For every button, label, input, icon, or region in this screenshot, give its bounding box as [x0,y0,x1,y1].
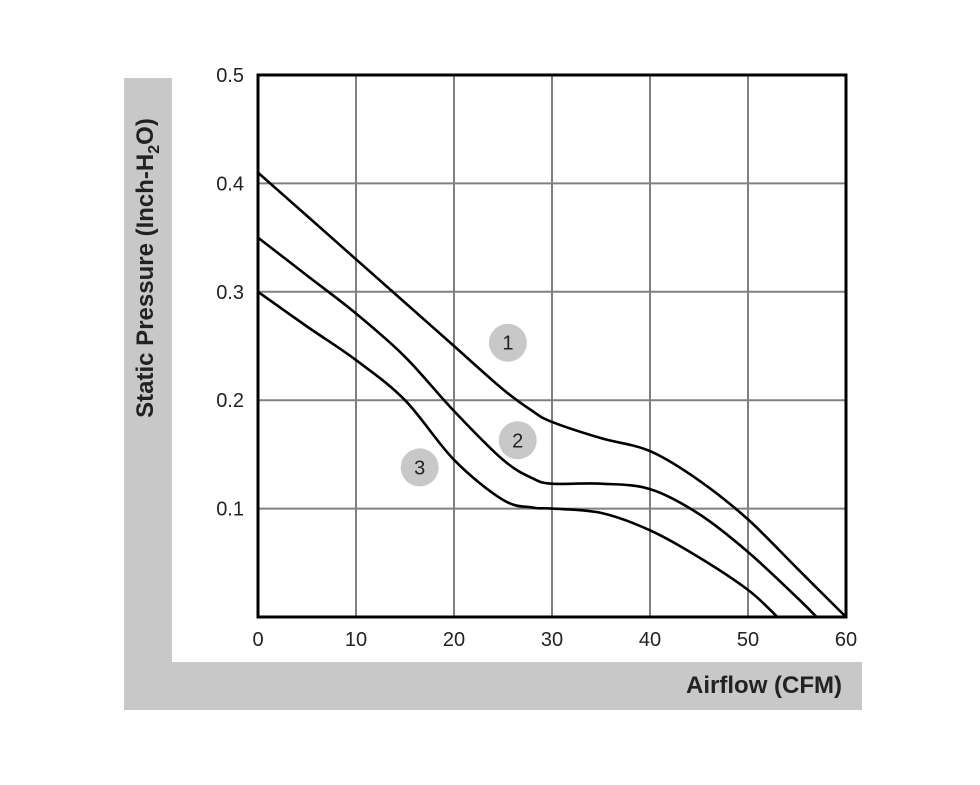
series-badges: 1 2 3 [400,323,537,487]
series-badge-1 [488,323,527,362]
y-tick-label: 0.4 [216,173,244,195]
y-tick-label: 0.1 [216,499,244,521]
bottom-gray-band [124,662,862,710]
x-tick-label: 50 [737,629,759,651]
x-axis-label: Airflow (CFM) [686,672,842,699]
y-tick-label: 0.5 [216,65,244,87]
curves [257,171,847,618]
y-tick-labels: 0.1 0.2 0.3 0.4 0.5 [216,65,244,521]
left-gray-band [124,78,172,710]
series-line-3 [257,290,779,618]
x-tick-labels: 0 10 20 30 40 50 60 [252,629,857,651]
x-tick-label: 0 [252,629,263,651]
y-tick-label: 0.3 [216,282,244,304]
plot-frame [256,73,848,619]
series-badge-label-3: 3 [414,457,425,479]
grid-lines [258,75,846,617]
x-tick-label: 40 [639,629,661,651]
series-badge-2 [498,421,537,460]
x-tick-label: 20 [443,629,465,651]
x-tick-label: 10 [345,629,367,651]
x-tick-label: 60 [835,629,857,651]
series-badge-label-2: 2 [512,430,523,452]
series-line-2 [257,236,818,618]
series-line-1 [257,171,847,618]
x-tick-label: 30 [541,629,563,651]
series-badge-3 [400,448,439,487]
y-tick-label: 0.2 [216,390,244,412]
series-badge-label-1: 1 [502,333,513,355]
